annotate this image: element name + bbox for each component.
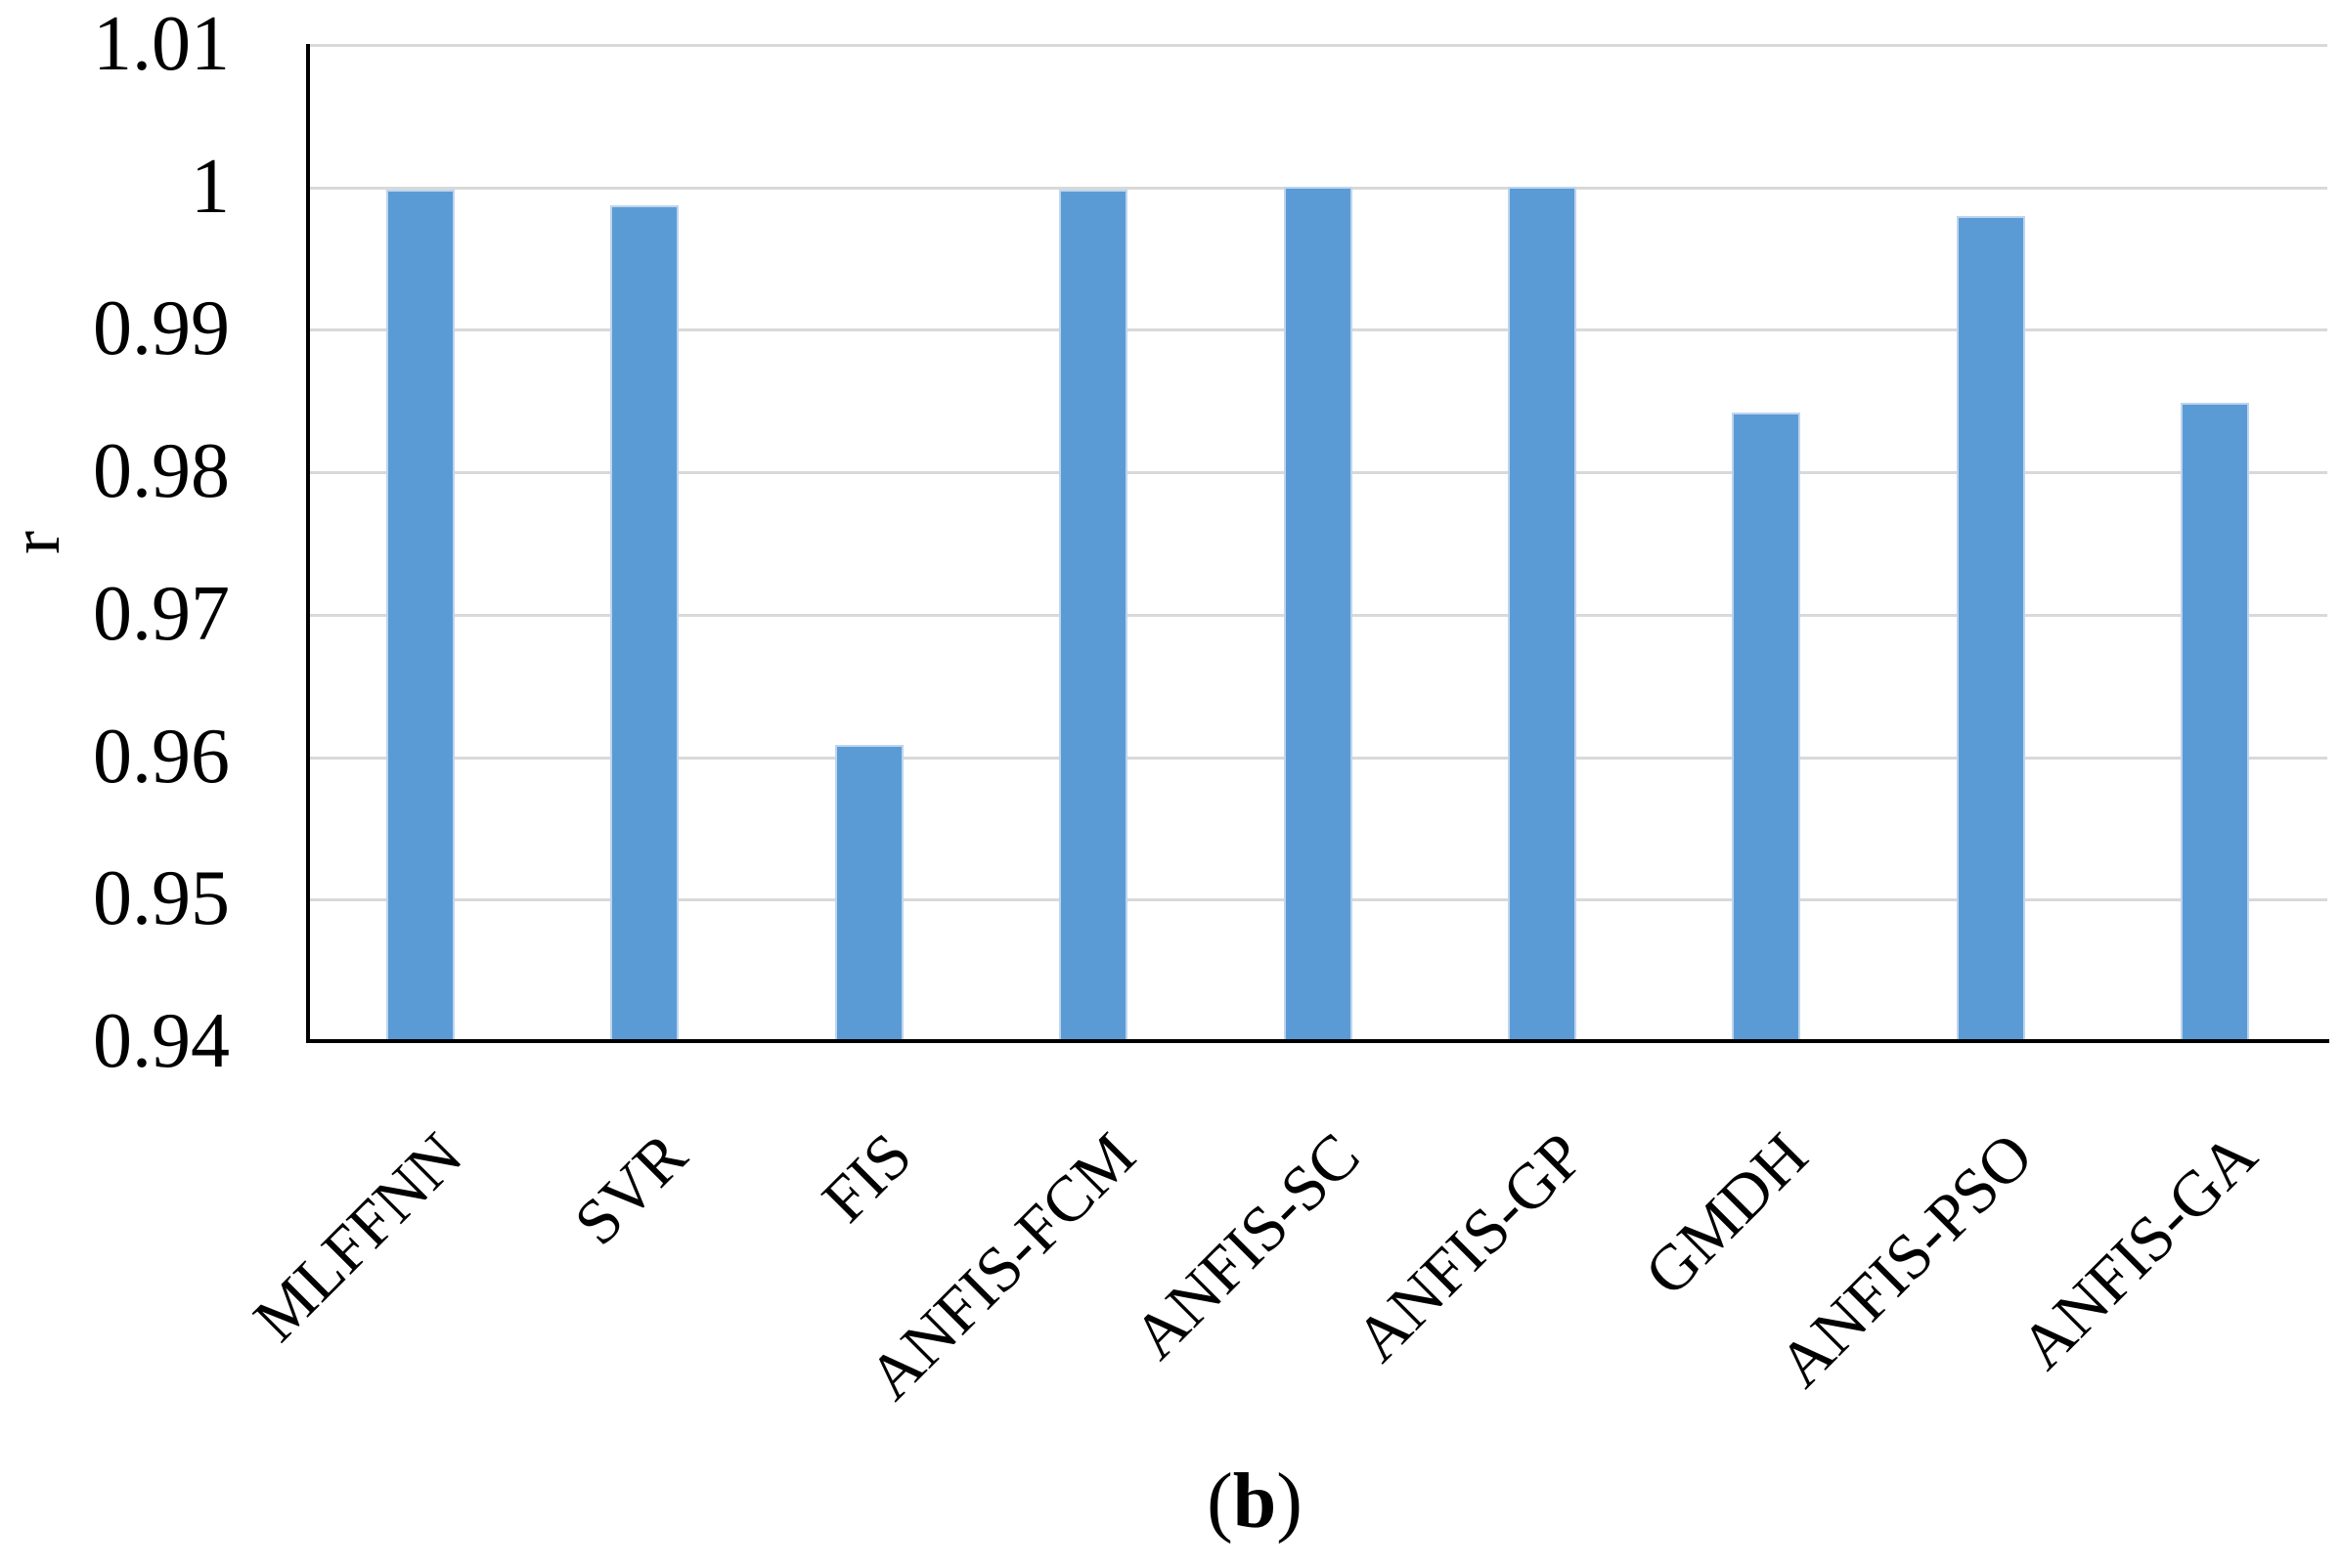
- bar-fis: [835, 745, 904, 1041]
- y-tick-label: 1.01: [93, 1, 230, 87]
- bar-anfis-fcm: [1059, 190, 1127, 1041]
- bar-anfis-gp: [1508, 187, 1576, 1041]
- x-category-label: SVR: [560, 1119, 700, 1259]
- y-tick-label: 0.95: [93, 855, 230, 941]
- y-axis-line: [306, 44, 310, 1043]
- gridline: [308, 44, 2327, 47]
- bar-anfis-pso: [1957, 216, 2025, 1041]
- x-category-label: ANFIS-SC: [1119, 1119, 1373, 1373]
- x-axis-line: [306, 1039, 2329, 1043]
- plot-area: [308, 44, 2327, 1041]
- y-axis-title: r: [0, 531, 74, 554]
- bar-svr: [610, 205, 679, 1041]
- y-tick-label: 0.96: [93, 714, 230, 800]
- x-category-label: GMDH: [1631, 1119, 1822, 1310]
- bar-gmdh: [1732, 413, 1800, 1041]
- x-category-label: ANFIS-GA: [2007, 1119, 2271, 1383]
- y-tick-label: 1: [191, 144, 230, 230]
- y-tick-label: 0.97: [93, 571, 230, 657]
- y-tick-label: 0.98: [93, 428, 230, 514]
- x-category-label: FIS: [808, 1119, 925, 1237]
- figure-caption: (b): [1207, 1462, 1303, 1541]
- bar-anfis-sc: [1284, 187, 1352, 1041]
- caption-close-paren: ): [1276, 1459, 1303, 1545]
- caption-letter: b: [1232, 1459, 1277, 1545]
- caption-open-paren: (: [1207, 1459, 1233, 1545]
- bar-mlffnn: [386, 190, 455, 1041]
- y-tick-label: 0.99: [93, 285, 230, 371]
- x-category-label: MLFFNN: [240, 1119, 476, 1356]
- bar-anfis-ga: [2181, 403, 2249, 1041]
- x-category-label: ANFIS-GP: [1342, 1119, 1598, 1375]
- y-tick-label: 0.94: [93, 998, 230, 1084]
